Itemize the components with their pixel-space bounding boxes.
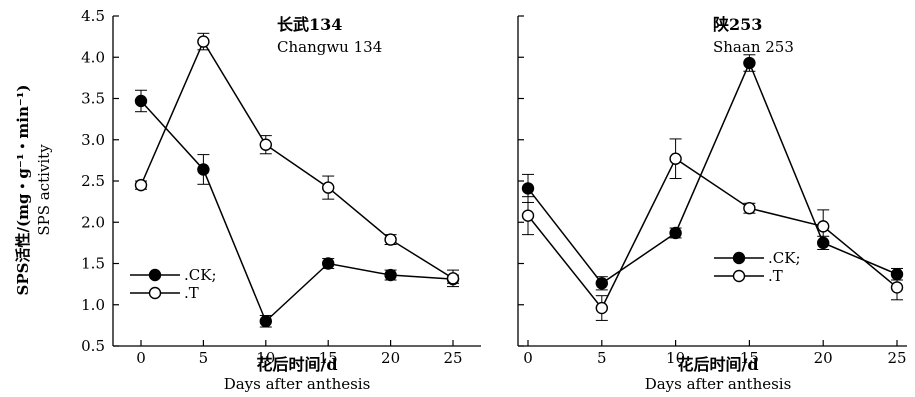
x-axis-label-cn: 花后时间/d: [256, 355, 337, 374]
data-point: [446, 272, 460, 285]
x-tick-label: 5: [597, 349, 607, 367]
legend-label: .T: [184, 284, 199, 302]
data-point: [521, 209, 535, 222]
data-point: [197, 163, 210, 176]
data-point: [384, 268, 397, 282]
data-point: [521, 182, 535, 195]
x-tick-label: 20: [381, 349, 400, 367]
data-point: [259, 138, 272, 151]
y-tick-label: 2.5: [81, 172, 105, 190]
legend-label: .CK;: [768, 249, 801, 267]
legend-marker: [732, 251, 746, 265]
panel-title: 陕253: [713, 15, 762, 34]
chart-panel-shaan: 陕253 Shaan 253 花后时间/d Days after anthesi…: [517, 15, 907, 393]
x-tick-label: 20: [814, 349, 833, 367]
data-point: [322, 181, 335, 194]
legend-label: .CK;: [184, 266, 217, 284]
x-tick-label: 25: [443, 349, 462, 367]
data-point: [817, 220, 830, 233]
data-point: [595, 277, 608, 290]
x-tick-label: 25: [887, 349, 906, 367]
x-tick-label: 10: [666, 349, 685, 367]
series-line: [527, 157, 898, 310]
data-point: [259, 315, 272, 328]
legend-marker: [732, 269, 746, 283]
y-axis-label-cn: SPS活性/(mg・g⁻¹・min⁻¹): [14, 85, 32, 296]
data-point: [322, 257, 335, 270]
x-axis-label-en: Days after anthesis: [645, 375, 792, 393]
legend-label: .T: [768, 267, 783, 285]
x-tick-label: 10: [256, 349, 275, 367]
series-line: [527, 61, 898, 285]
legend-marker: [148, 286, 162, 300]
y-tick-label: 1.5: [81, 255, 105, 273]
legend-marker: [148, 268, 162, 282]
x-tick-label: 15: [319, 349, 338, 367]
data-point: [595, 301, 608, 315]
x-tick-label: 15: [740, 349, 759, 367]
series-line: [140, 39, 454, 279]
x-tick-label: 0: [136, 349, 146, 367]
data-point: [669, 152, 682, 165]
panel-title: 长武134: [277, 15, 342, 34]
data-point: [669, 226, 682, 240]
data-point: [890, 281, 904, 294]
data-point: [197, 35, 210, 48]
x-axis-label-en: Days after anthesis: [224, 375, 371, 393]
data-point: [384, 233, 397, 246]
data-point: [743, 202, 756, 215]
y-tick-label: 4.5: [81, 7, 105, 25]
x-tick-label: 0: [523, 349, 533, 367]
series-line: [140, 100, 454, 323]
data-point: [134, 94, 148, 108]
data-point: [134, 178, 148, 192]
y-axis-label-en: SPS activity: [35, 144, 53, 236]
panel-subtitle: Shaan 253: [713, 38, 794, 56]
y-tick-label: 1.0: [81, 296, 105, 314]
y-tick-label: 2.0: [81, 213, 105, 231]
y-tick-label: 0.5: [81, 337, 105, 355]
data-point: [743, 56, 756, 70]
x-axis-label-cn: 花后时间/d: [677, 355, 758, 374]
y-tick-label: 3.0: [81, 131, 105, 149]
chart-panel-changwu: 长武134 Changwu 134 花后时间/d Days after anth…: [81, 7, 481, 393]
y-tick-label: 3.5: [81, 90, 105, 108]
y-tick-label: 4.0: [81, 48, 105, 66]
panel-subtitle: Changwu 134: [277, 38, 382, 56]
x-tick-label: 5: [199, 349, 209, 367]
